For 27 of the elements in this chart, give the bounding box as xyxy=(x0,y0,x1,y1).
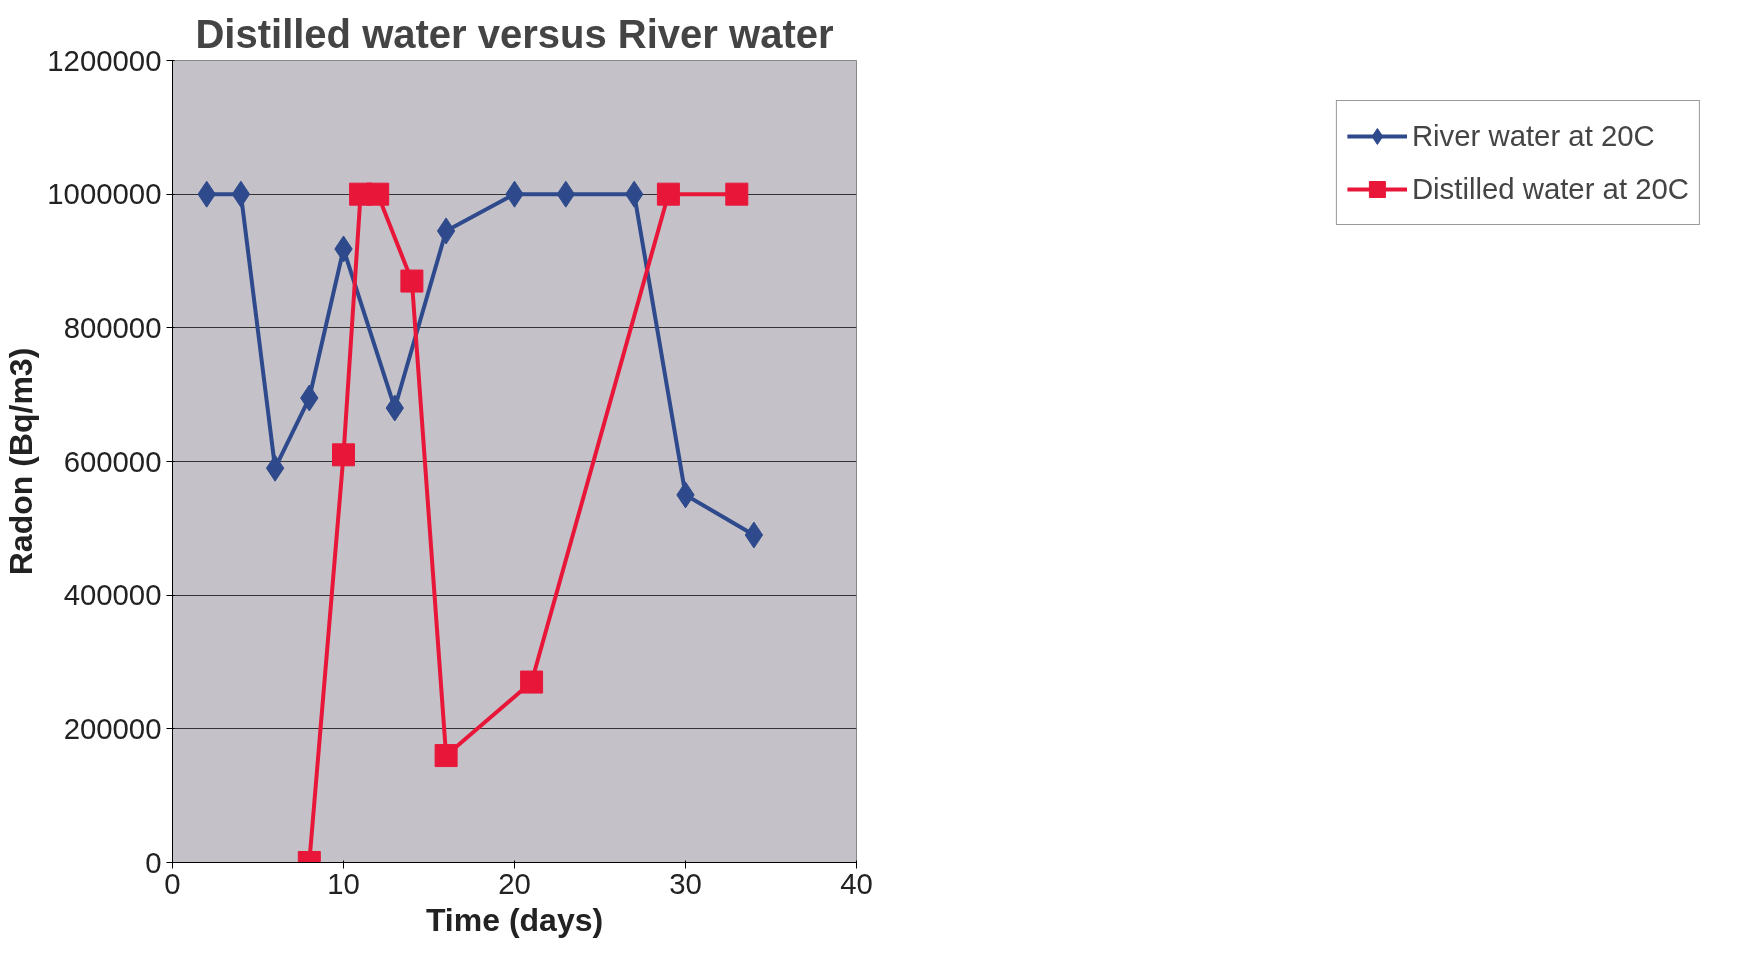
legend-label: Distilled water at 20C xyxy=(1411,171,1689,207)
y-tick-label: 1200000 xyxy=(47,43,162,77)
point xyxy=(744,521,764,549)
y-axis-title: Radon (Bq/m3) xyxy=(3,347,40,576)
y-tick-label: 800000 xyxy=(63,310,162,344)
point xyxy=(332,443,355,467)
x-tick-label: 40 xyxy=(840,866,873,900)
point xyxy=(520,670,544,694)
y-tick-label: 200000 xyxy=(63,711,162,745)
point xyxy=(366,182,390,206)
x-tick-label: 30 xyxy=(669,866,702,900)
x-tick-label: 10 xyxy=(327,866,360,900)
point xyxy=(434,744,458,768)
point xyxy=(436,217,456,245)
y-tick-label: 600000 xyxy=(63,444,162,478)
x-tick-label: 20 xyxy=(498,866,531,900)
point xyxy=(231,180,251,208)
legend-label: River water at 20C xyxy=(1411,118,1655,154)
point xyxy=(400,269,424,293)
y-tick-label: 400000 xyxy=(63,578,162,612)
y-tick-label: 1000000 xyxy=(47,177,162,211)
y-tick-label: 0 xyxy=(145,845,162,879)
chart-title: Distilled water versus River water xyxy=(195,11,834,56)
point xyxy=(725,182,749,206)
point xyxy=(656,182,680,206)
point xyxy=(265,454,285,482)
x-axis-title: Time (days) xyxy=(425,901,604,938)
